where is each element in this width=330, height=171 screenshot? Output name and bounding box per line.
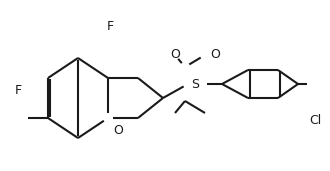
Text: F: F <box>107 21 114 34</box>
Text: Cl: Cl <box>309 114 321 127</box>
Text: O: O <box>210 49 220 62</box>
Text: O: O <box>170 49 180 62</box>
Text: O: O <box>113 123 123 136</box>
Text: F: F <box>15 83 21 96</box>
Text: S: S <box>191 77 199 90</box>
